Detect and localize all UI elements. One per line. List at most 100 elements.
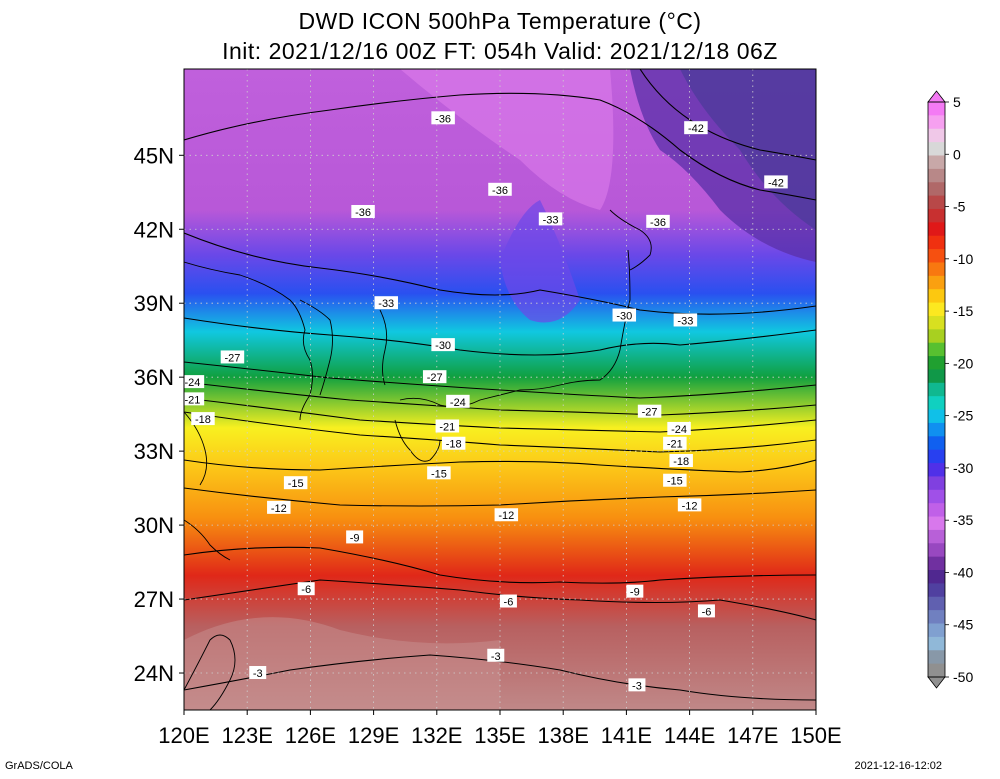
contour-label-box [612, 308, 637, 322]
colorbar-label: 0 [953, 146, 961, 162]
lat-tick-label: 24N [134, 661, 174, 686]
contour-label-box [427, 466, 451, 480]
contour-label: -36 [435, 113, 451, 125]
contour-label-box [441, 436, 466, 450]
contour-label-box [499, 594, 517, 608]
colorbar-segment [928, 315, 945, 330]
colorbar-segment [928, 182, 945, 197]
lon-tick-label: 126E [285, 723, 336, 748]
contour-label-box [669, 453, 693, 467]
lon-tick-label: 141E [601, 723, 652, 748]
lon-tick-label: 147E [727, 723, 778, 748]
lon-tick-label: 132E [411, 723, 462, 748]
colorbar-segment [928, 235, 945, 250]
colorbar-segment [928, 449, 945, 464]
contour-label: -18 [446, 439, 462, 451]
contour-labels: -36 -42 -42 -36 -36 -33 -36 -33 -30 -33 -30 -27 -27 -… [180, 111, 788, 692]
colorbar-segment [928, 556, 945, 571]
contour-label-box [220, 350, 245, 364]
colorbar-segment [928, 623, 945, 638]
contour-label-box [249, 666, 267, 680]
colorbar: 5 0 -5 -10 -15 -20 -25 -30 -35 -40 -45 -50 [927, 90, 973, 689]
contour-label-box [538, 212, 563, 226]
colorbar-segment [928, 369, 945, 384]
contour-label-box [494, 508, 519, 522]
contour-label: -15 [667, 476, 683, 488]
footer-timestamp: 2021-12-16-12:02 [854, 760, 942, 772]
contour-label-box [626, 584, 644, 598]
colorbar-segment [928, 409, 945, 424]
lat-tick-label: 30N [134, 513, 174, 538]
chart-subtitle: Init: 2021/12/16 00Z FT: 054h Valid: 202… [222, 38, 778, 64]
lat-axis: 24N 27N 30N 33N 36N 39N 42N 45N [134, 143, 184, 686]
colorbar-segment [928, 342, 945, 357]
colorbar-segment [928, 102, 945, 116]
contour-label-box [435, 419, 460, 433]
contour-label: -15 [288, 478, 304, 490]
colorbar-label: -45 [953, 617, 973, 633]
colorbar-segment [928, 142, 945, 156]
colorbar-segment [928, 650, 945, 665]
colorbar-segment [928, 249, 945, 263]
colorbar-segment [928, 155, 945, 170]
contour-label-box [663, 436, 687, 450]
contour-label: -24 [671, 424, 687, 436]
lon-tick-label: 144E [664, 723, 715, 748]
contour-label-box [283, 476, 308, 490]
contour-label-box [374, 296, 398, 310]
contour-label-box [764, 175, 788, 189]
lat-tick-label: 39N [134, 291, 174, 316]
contour-label-box [180, 392, 205, 406]
contour-label-box [673, 313, 698, 327]
colorbar-segment [928, 489, 945, 504]
colorbar-segment [928, 503, 945, 518]
contour-label-box [431, 111, 455, 125]
contour-label: -36 [355, 207, 371, 219]
colorbar-label: -25 [953, 408, 973, 424]
contour-label: -36 [492, 185, 508, 197]
colorbar-segment [928, 516, 945, 531]
contour-label: -18 [195, 414, 211, 426]
colorbar-frame [927, 101, 946, 678]
lat-tick-label: 33N [134, 439, 174, 464]
colorbar-label: 5 [953, 94, 961, 110]
colorbar-label: -5 [953, 199, 966, 215]
colorbar-label: -10 [953, 251, 973, 267]
contour-label: -27 [225, 352, 241, 364]
colorbar-segment [928, 289, 945, 304]
contour-label-box [637, 404, 662, 418]
contour-label: -24 [450, 397, 466, 409]
colorbar-segment [928, 396, 945, 411]
colorbar-segment [928, 382, 945, 397]
contour-label-box [431, 338, 455, 352]
colorbar-segment [928, 302, 945, 317]
colorbar-segment [928, 128, 945, 143]
colorbar-segment [928, 476, 945, 491]
colorbar-segment [928, 329, 945, 344]
lat-tick-label: 42N [134, 217, 174, 242]
contour-label: -42 [768, 177, 784, 189]
chart-title: DWD ICON 500hPa Temperature (°C) [298, 8, 702, 34]
contour-label: -6 [504, 597, 514, 609]
colorbar-segment [928, 222, 945, 237]
contour-label-box [422, 370, 447, 384]
contour-label-box [628, 678, 646, 692]
contour-label: -12 [498, 510, 514, 522]
colorbar-segment [928, 583, 945, 598]
contour-label: -18 [673, 456, 689, 468]
contour-label: -3 [253, 668, 263, 680]
contour-label-box [297, 582, 315, 596]
colorbar-segment [928, 596, 945, 611]
colorbar-segment [928, 436, 945, 451]
contour-label: -9 [350, 532, 360, 544]
contour-label: -27 [642, 407, 658, 419]
contour-label-box [667, 421, 691, 435]
contour-label-box [180, 375, 205, 389]
contour-label: -33 [378, 298, 394, 310]
contour-label: -21 [667, 439, 683, 451]
contour-label: -33 [543, 214, 559, 226]
contour-label: -21 [439, 421, 455, 433]
colorbar-label: -20 [953, 355, 973, 371]
contour-label: -3 [491, 651, 501, 663]
